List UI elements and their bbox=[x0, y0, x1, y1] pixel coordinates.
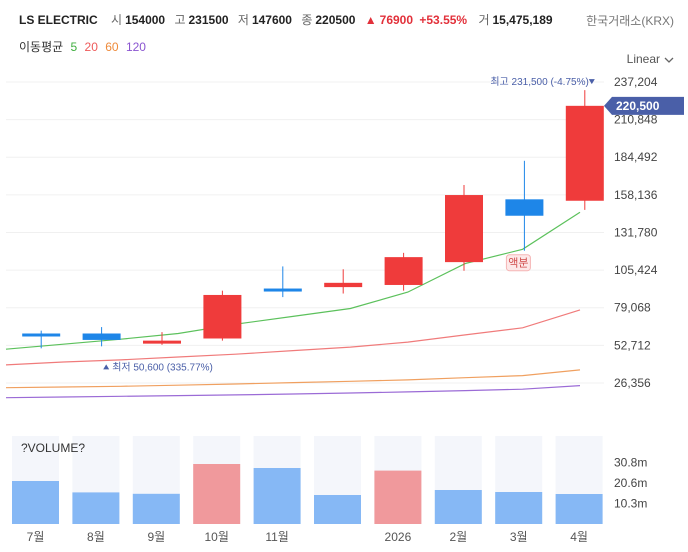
ma-line-120 bbox=[5, 385, 581, 399]
volume-bar-8월 bbox=[72, 492, 120, 524]
y-tick-label: 158,136 bbox=[614, 188, 658, 202]
candle-11월 bbox=[263, 266, 302, 298]
scale-mode-dropdown[interactable]: Linear bbox=[627, 52, 674, 66]
open-value: 154000 bbox=[125, 13, 166, 27]
close-value: 220500 bbox=[315, 13, 356, 27]
candle-2026 bbox=[384, 252, 423, 291]
candle-7월 bbox=[22, 330, 61, 349]
change-percent: +53.55% bbox=[419, 13, 468, 27]
x-tick-label: 10월 bbox=[205, 530, 229, 544]
x-tick-label: 2026 bbox=[385, 530, 412, 544]
ma-legend-5[interactable]: 5 bbox=[70, 40, 78, 54]
x-tick-label: 3월 bbox=[510, 530, 528, 544]
ma-legend-60[interactable]: 60 bbox=[105, 40, 119, 54]
y-tick-label: 52,712 bbox=[614, 338, 651, 352]
volume-bar-2월 bbox=[434, 490, 482, 524]
up-triangle-icon bbox=[103, 364, 110, 370]
candle-3월 bbox=[505, 160, 544, 251]
ma-line-20 bbox=[5, 309, 581, 366]
candle-body bbox=[263, 288, 302, 292]
ma-legend-120[interactable]: 120 bbox=[125, 40, 146, 54]
volume-label: 거 bbox=[478, 13, 490, 27]
y-tick-label: 237,204 bbox=[614, 75, 658, 89]
low-value: 147600 bbox=[251, 13, 292, 27]
low-marker: 최저 50,600 (335.77%) bbox=[112, 361, 213, 373]
split-label: 액분 bbox=[508, 257, 528, 270]
ma-legend-title: 이동평균 bbox=[19, 40, 64, 54]
volume-bar-12월 bbox=[314, 495, 361, 524]
price-summary: LS ELECTRIC 시 154000 고 231500 저 147600 종 220… bbox=[19, 11, 559, 28]
candle-body bbox=[565, 105, 604, 201]
exchange-name: 한국거래소(KRX) bbox=[586, 14, 674, 28]
candle-2월 bbox=[445, 185, 483, 271]
down-triangle-icon bbox=[588, 79, 595, 85]
candle-body bbox=[384, 257, 423, 285]
candle-9월 bbox=[143, 332, 181, 345]
candle-body bbox=[203, 294, 242, 339]
last-price-badge bbox=[604, 96, 684, 115]
candle-body bbox=[505, 199, 544, 216]
candle-body bbox=[22, 333, 61, 337]
volume-bar-4월 bbox=[555, 494, 603, 524]
high-value: 231500 bbox=[188, 13, 229, 27]
volume-y-tick-label: 10.3m bbox=[614, 496, 647, 510]
candle-4월 bbox=[565, 90, 604, 210]
volume-bar-7월 bbox=[12, 481, 59, 524]
candle-12월 bbox=[324, 269, 363, 294]
y-tick-label: 79,068 bbox=[614, 301, 651, 315]
close-label: 종 bbox=[301, 13, 313, 27]
chart-header: LS ELECTRIC 시 154000 고 231500 저 147600 종 220… bbox=[0, 0, 688, 36]
chevron-down-icon bbox=[664, 57, 674, 63]
volume-bar-3월 bbox=[495, 492, 543, 524]
split-badge bbox=[505, 254, 531, 272]
low-label: 저 bbox=[237, 13, 249, 27]
y-tick-label: 210,848 bbox=[614, 113, 658, 127]
x-tick-label: 7월 bbox=[27, 530, 45, 544]
high-marker: 최고 231,500 (-4.75%) bbox=[490, 76, 588, 88]
volume-y-tick-label: 20.6m bbox=[614, 476, 647, 490]
candle-body bbox=[143, 340, 181, 344]
open-label: 시 bbox=[111, 13, 123, 27]
candle-8월 bbox=[82, 327, 121, 347]
candle-body bbox=[445, 195, 483, 263]
high-label: 고 bbox=[174, 13, 186, 27]
ma-line-60 bbox=[5, 369, 581, 389]
ma-legend-20[interactable]: 20 bbox=[84, 40, 98, 54]
x-tick-label: 11월 bbox=[265, 530, 289, 544]
change-value: 76900 bbox=[379, 13, 414, 27]
last-price-label: 220,500 bbox=[616, 99, 660, 113]
volume-bar-9월 bbox=[132, 493, 180, 524]
moving-average-legend: 이동평균 5 20 60 120 bbox=[19, 38, 150, 55]
x-tick-label: 8월 bbox=[87, 530, 105, 544]
x-tick-label: 4월 bbox=[570, 530, 588, 544]
x-tick-label: 2월 bbox=[449, 530, 467, 544]
y-tick-label: 105,424 bbox=[614, 263, 658, 277]
x-tick-label: 9월 bbox=[147, 530, 165, 544]
volume-bar-11월 bbox=[253, 468, 301, 524]
volume-bar-10월 bbox=[193, 464, 241, 524]
candle-body bbox=[324, 282, 363, 288]
stock-name: LS ELECTRIC bbox=[19, 13, 98, 27]
up-arrow-icon: ▲ bbox=[364, 13, 377, 27]
scale-mode-label: Linear bbox=[626, 52, 660, 66]
y-tick-label: 184,492 bbox=[614, 150, 658, 164]
volume-title: ?VOLUME? bbox=[21, 441, 85, 455]
volume-y-tick-label: 30.8m bbox=[614, 455, 647, 469]
volume-value: 15,475,189 bbox=[492, 13, 553, 27]
candle-body bbox=[82, 333, 121, 340]
volume-bar-2026 bbox=[374, 470, 422, 524]
candle-10월 bbox=[203, 290, 242, 341]
y-tick-label: 26,356 bbox=[614, 376, 651, 390]
y-tick-label: 131,780 bbox=[614, 225, 658, 239]
